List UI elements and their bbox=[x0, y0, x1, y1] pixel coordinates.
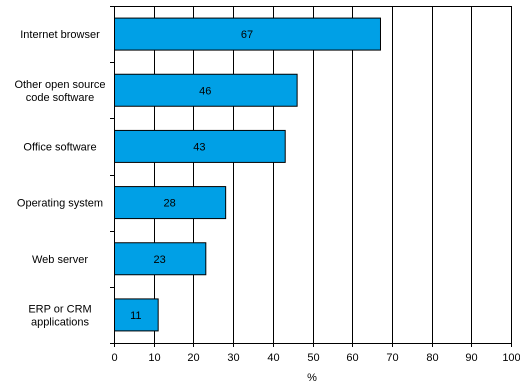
data-label-0: 67 bbox=[241, 29, 253, 41]
category-label-5: ERP or CRM applications bbox=[28, 303, 91, 328]
category-label-line: Internet browser bbox=[20, 29, 100, 41]
plot-border bbox=[114, 6, 512, 344]
category-label-4: Web server bbox=[32, 254, 88, 266]
x-tick-label-40: 40 bbox=[267, 352, 279, 364]
x-tick-label-60: 60 bbox=[346, 352, 358, 364]
x-tick-label-100: 100 bbox=[502, 352, 520, 364]
category-label-1: Other open source code software bbox=[14, 79, 105, 104]
category-label-0: Internet browser bbox=[20, 29, 100, 41]
x-tick-label-20: 20 bbox=[187, 352, 199, 364]
data-label-3: 28 bbox=[163, 198, 175, 210]
x-tick-label-90: 90 bbox=[465, 352, 477, 364]
category-label-line: Operating system bbox=[17, 198, 103, 210]
data-label-5: 11 bbox=[130, 310, 141, 322]
grid-lines bbox=[154, 6, 512, 343]
category-label-line: ERP or CRM bbox=[28, 303, 91, 315]
axes bbox=[110, 6, 512, 347]
x-axis-title: % bbox=[307, 372, 317, 384]
bar-0 bbox=[114, 17, 381, 51]
labels: 0 10 20 30 40 50 60 70 80 90 100 67 Internet browser… bbox=[14, 29, 520, 364]
category-label-line: code software bbox=[26, 92, 94, 104]
x-tick-label-0: 0 bbox=[111, 352, 117, 364]
x-tick-label-80: 80 bbox=[426, 352, 438, 364]
x-tick-label-70: 70 bbox=[386, 352, 398, 364]
x-tick-label-30: 30 bbox=[227, 352, 239, 364]
data-label-1: 46 bbox=[199, 85, 211, 97]
x-tick-label-50: 50 bbox=[307, 352, 319, 364]
category-label-line: applications bbox=[31, 316, 90, 328]
category-label-line: Office software bbox=[23, 141, 96, 153]
data-label-2: 43 bbox=[193, 141, 205, 153]
category-label-line: Web server bbox=[32, 254, 88, 266]
data-label-4: 23 bbox=[154, 254, 166, 266]
category-label-2: Office software bbox=[23, 141, 96, 153]
x-tick-label-10: 10 bbox=[148, 352, 160, 364]
category-label-line: Other open source bbox=[14, 79, 105, 91]
category-label-3: Operating system bbox=[17, 198, 103, 210]
bars bbox=[114, 17, 381, 332]
